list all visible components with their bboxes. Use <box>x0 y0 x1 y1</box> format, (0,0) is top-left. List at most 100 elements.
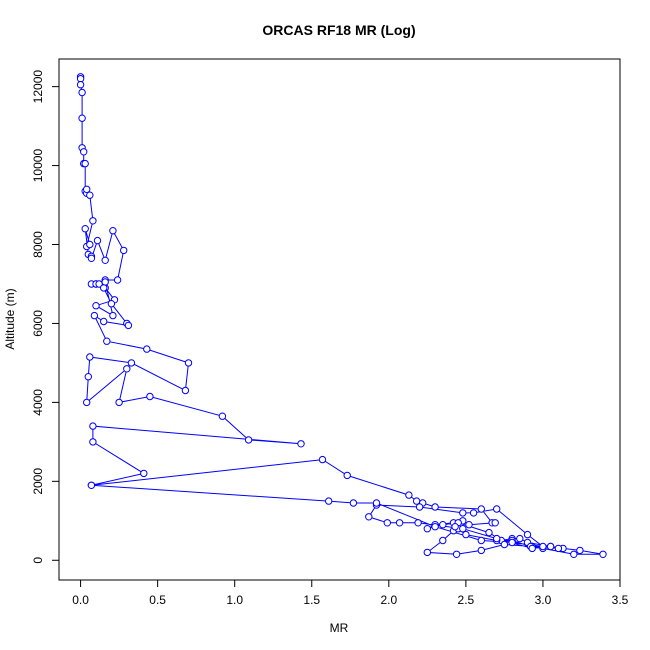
data-point <box>81 225 89 233</box>
data-point <box>415 503 424 511</box>
data-point <box>124 321 133 330</box>
data-point <box>90 311 99 320</box>
y-axis: 0 2000 4000 6000 8000 10000 12000 <box>31 70 60 564</box>
data-point <box>546 542 555 551</box>
data-point <box>412 497 421 505</box>
data-point <box>395 519 404 527</box>
data-point <box>570 550 578 558</box>
data-point <box>80 148 88 156</box>
data-point <box>459 509 467 517</box>
data-point <box>477 505 485 513</box>
data-point <box>76 81 85 89</box>
data-point <box>491 519 499 527</box>
x-tick-label: 0.0 <box>72 593 89 607</box>
series-points <box>76 73 607 558</box>
data-point <box>383 519 391 527</box>
data-point <box>95 280 103 288</box>
data-point <box>349 499 358 507</box>
data-point <box>365 513 373 521</box>
data-point <box>325 497 333 505</box>
data-point <box>92 302 100 310</box>
data-point <box>100 284 108 292</box>
data-point <box>493 534 501 543</box>
data-point <box>423 525 431 533</box>
y-tick-label: 10000 <box>31 149 45 183</box>
data-point <box>101 256 109 264</box>
data-point <box>76 75 85 83</box>
x-axis: 0.0 0.5 1.0 1.5 2.0 2.5 3.0 3.5 <box>72 579 629 607</box>
data-point <box>343 471 351 480</box>
data-point <box>439 536 447 545</box>
data-point <box>405 491 413 499</box>
data-point <box>93 236 102 245</box>
data-point <box>143 345 151 353</box>
data-point <box>218 412 227 420</box>
y-tick-label: 2000 <box>31 468 45 495</box>
data-point <box>539 542 547 551</box>
y-tick-label: 0 <box>31 557 45 564</box>
data-point <box>372 499 381 507</box>
data-point <box>485 528 493 537</box>
y-tick-label: 4000 <box>31 389 45 416</box>
data-point <box>431 523 439 531</box>
data-point <box>81 159 89 168</box>
data-point <box>140 469 148 478</box>
data-point <box>89 438 97 446</box>
data-point <box>120 246 128 255</box>
data-point <box>451 523 459 531</box>
data-point <box>477 546 485 555</box>
data-point <box>469 509 478 517</box>
y-tick-label: 6000 <box>31 310 45 337</box>
data-point <box>477 536 485 545</box>
data-point <box>113 276 122 284</box>
data-point <box>86 240 94 249</box>
x-tick-label: 2.5 <box>458 593 475 607</box>
data-point <box>431 503 439 511</box>
x-tick-label: 1.0 <box>226 593 243 607</box>
series-line <box>80 76 604 555</box>
data-point <box>599 550 607 558</box>
data-point <box>297 440 305 448</box>
data-point <box>84 373 93 381</box>
data-point <box>500 540 509 549</box>
data-point <box>86 191 94 199</box>
data-point <box>127 359 136 367</box>
data-point <box>83 185 91 194</box>
data-point <box>493 505 501 513</box>
data-point <box>86 353 94 361</box>
data-point <box>423 548 431 557</box>
data-point <box>452 550 461 558</box>
data-point <box>87 254 96 262</box>
chart-title: ORCAS RF18 MR (Log) <box>262 22 415 38</box>
data-point <box>83 398 91 407</box>
data-point <box>103 337 111 345</box>
data-point <box>109 311 117 320</box>
x-tick-label: 2.0 <box>380 593 397 607</box>
data-point <box>528 544 536 553</box>
data-point <box>100 317 108 326</box>
x-tick-label: 0.5 <box>149 593 166 607</box>
x-axis-label: MR <box>330 621 349 635</box>
data-point <box>318 455 327 464</box>
data-point <box>78 88 86 97</box>
data-point <box>184 359 193 367</box>
data-point <box>101 278 109 286</box>
data-point <box>465 521 473 529</box>
data-point <box>115 398 123 407</box>
y-axis-label: Altitude (m) <box>3 288 17 349</box>
data-point <box>123 365 131 373</box>
data-point <box>462 530 470 539</box>
data-point <box>414 519 422 527</box>
data-point <box>554 544 563 553</box>
data-point <box>181 386 190 395</box>
data-point <box>87 481 96 489</box>
x-tick-label: 3.0 <box>535 593 552 607</box>
data-point <box>109 227 117 235</box>
data-point <box>89 217 97 225</box>
y-tick-label: 8000 <box>31 231 45 258</box>
x-tick-label: 3.5 <box>612 593 629 607</box>
data-point <box>78 114 86 122</box>
data-point <box>576 546 584 555</box>
y-tick-label: 12000 <box>31 70 45 104</box>
